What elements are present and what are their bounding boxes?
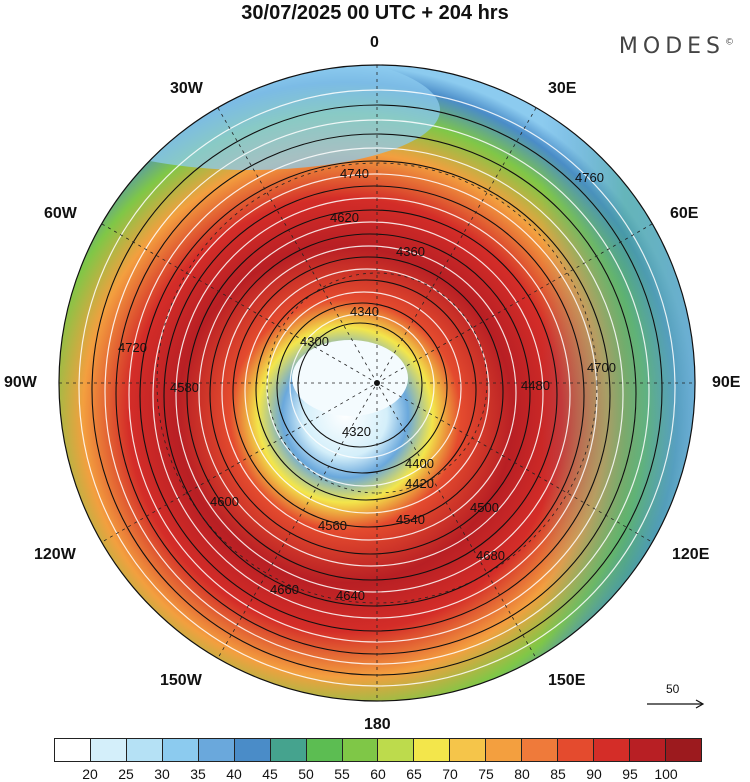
color-scale-swatch [414,739,451,761]
contour-label: 4540 [396,512,425,527]
color-scale-tick-label: 25 [118,766,134,782]
color-scale-tick-label: 80 [514,766,530,782]
color-scale-tick-label: 55 [334,766,350,782]
contour-label: 4480 [521,378,550,393]
contour-label: 4740 [340,166,369,181]
lon-label-150w: 150W [160,672,202,689]
color-scale-swatch [450,739,487,761]
contour-label: 4760 [575,170,604,185]
color-scale-swatch [378,739,415,761]
reference-vector-arrow [647,699,705,709]
contour-label: 4640 [336,588,365,603]
color-scale-swatch [342,739,379,761]
lon-label-120e: 120E [672,546,710,563]
color-scale-tick-label: 35 [190,766,206,782]
contour-label: 4420 [405,476,434,491]
lon-label-180: 180 [364,716,391,733]
color-scale-tick-label: 90 [586,766,602,782]
color-scale-swatch [665,739,701,761]
color-scale-swatch [126,739,163,761]
color-scale-swatch [90,739,127,761]
lon-label-60e: 60E [670,205,699,222]
contour-label: 4720 [118,340,147,355]
color-scale-tick-label: 100 [654,766,678,782]
color-scale-tick-label: 60 [370,766,386,782]
color-scale-swatch [198,739,235,761]
color-scale-swatch [55,739,91,761]
map-title: 30/07/2025 00 UTC + 204 hrs [241,2,509,24]
contour-label: 4320 [342,424,371,439]
color-scale-bar [54,738,702,762]
lon-label-120w: 120W [34,546,76,563]
modes-logo: MODES© [618,34,734,59]
color-scale-tick-label: 65 [406,766,422,782]
color-scale-tick-label: 50 [298,766,314,782]
color-scale-tick-label: 75 [478,766,494,782]
color-scale-tick-label: 85 [550,766,566,782]
color-scale-tick-label: 45 [262,766,278,782]
wind-streamlines [78,89,676,687]
lon-label-30w: 30W [170,80,203,97]
color-scale-swatch [234,739,271,761]
color-scale-tick-label: 70 [442,766,458,782]
color-scale-tick-label: 40 [226,766,242,782]
lon-label-30e: 30E [548,80,577,97]
color-scale-swatch [558,739,595,761]
contour-label: 4300 [300,334,329,349]
color-scale-swatch [306,739,343,761]
lon-label-0: 0 [370,34,379,51]
color-scale-tick-label: 30 [154,766,170,782]
contour-labels: 4320 4300 4340 4360 4400 4420 4480 4500 … [118,166,616,603]
color-scale-swatch [594,739,630,761]
color-scale-swatch [162,739,199,761]
map-boundary [58,64,696,702]
contour-label: 4500 [470,500,499,515]
polar-core [292,340,408,416]
contour-label: 4680 [476,548,505,563]
lon-label-90w: 90W [4,374,37,391]
lon-label-150e: 150E [548,672,586,689]
color-scale-swatch [270,739,307,761]
contour-label: 4340 [350,304,379,319]
color-scale-ticks: 20 25 30 35 40 45 50 55 60 65 70 75 80 85 90 95 100 [54,766,702,782]
color-scale-tick-label: 20 [82,766,98,782]
color-scale-swatch [630,739,666,761]
contour-label: 4620 [330,210,359,225]
lon-label-90e: 90E [712,374,741,391]
lon-label-60w: 60W [44,205,77,222]
contour-label: 4580 [170,380,199,395]
color-scale-tick-label: 95 [622,766,638,782]
color-scale-swatch [522,739,559,761]
contour-label: 4660 [270,582,299,597]
contour-label: 4700 [587,360,616,375]
contour-label: 4600 [210,494,239,509]
contour-label: 4400 [405,456,434,471]
color-scale-swatch [486,739,523,761]
reference-vector-label: 50 [666,682,680,696]
contour-label: 4360 [396,244,425,259]
contour-label: 4560 [318,518,347,533]
